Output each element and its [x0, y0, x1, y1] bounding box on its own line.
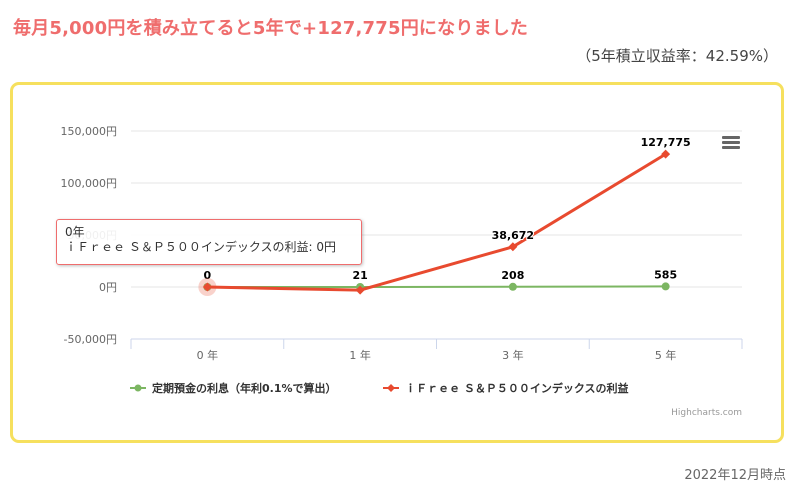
x-tick-label: 0 年: [197, 348, 219, 362]
data-label: 585: [654, 268, 677, 281]
tooltip-title: 0年: [65, 225, 85, 239]
x-tick-label: 5 年: [655, 348, 677, 362]
y-tick-label: 150,000円: [61, 125, 118, 138]
data-label: 127,775: [641, 136, 691, 149]
legend-item-label: 定期預金の利息（年利0.1%で算出）: [152, 381, 337, 395]
x-tick-label: 3 年: [502, 348, 524, 362]
y-tick-label: 0円: [99, 281, 117, 294]
y-tick-label: 100,000円: [61, 177, 118, 190]
series-line-1: [207, 152, 667, 292]
return-rate-subtitle: （5年積立収益率：42.59%）: [576, 47, 778, 65]
data-label: 38,672: [492, 229, 534, 242]
series-point-1: [508, 242, 518, 252]
legend-item-label: ｉＦｒｅｅ Ｓ＆Ｐ５００インデックスの利益: [405, 381, 629, 395]
series-point-1: [355, 285, 365, 295]
chart-menu-icon[interactable]: [720, 134, 742, 154]
data-label: 208: [501, 269, 524, 282]
data-label: 0: [204, 269, 212, 282]
series-line-0: [207, 285, 666, 288]
series-point-0: [661, 282, 670, 291]
tooltip-text: ｉＦｒｅｅ Ｓ＆Ｐ５００インデックスの利益: 0円: [65, 240, 336, 254]
y-tick-label: -50,000円: [64, 333, 117, 346]
chart-tooltip: 0年 ｉＦｒｅｅ Ｓ＆Ｐ５００インデックスの利益: 0円: [56, 219, 362, 265]
series-point-1: [661, 149, 671, 159]
legend-symbol-marker: [387, 384, 395, 392]
chart-credit: Highcharts.com: [671, 408, 742, 418]
legend-symbol-marker: [134, 384, 142, 392]
as-of-date: 2022年12月時点: [684, 468, 786, 483]
x-tick-label: 1 年: [349, 348, 371, 362]
series-point-0: [508, 282, 517, 291]
data-label: 21: [352, 269, 367, 282]
page-headline: 毎月5,000円を積み立てると5年で+127,775円になりました: [13, 18, 529, 39]
series-point-1: [202, 282, 212, 292]
